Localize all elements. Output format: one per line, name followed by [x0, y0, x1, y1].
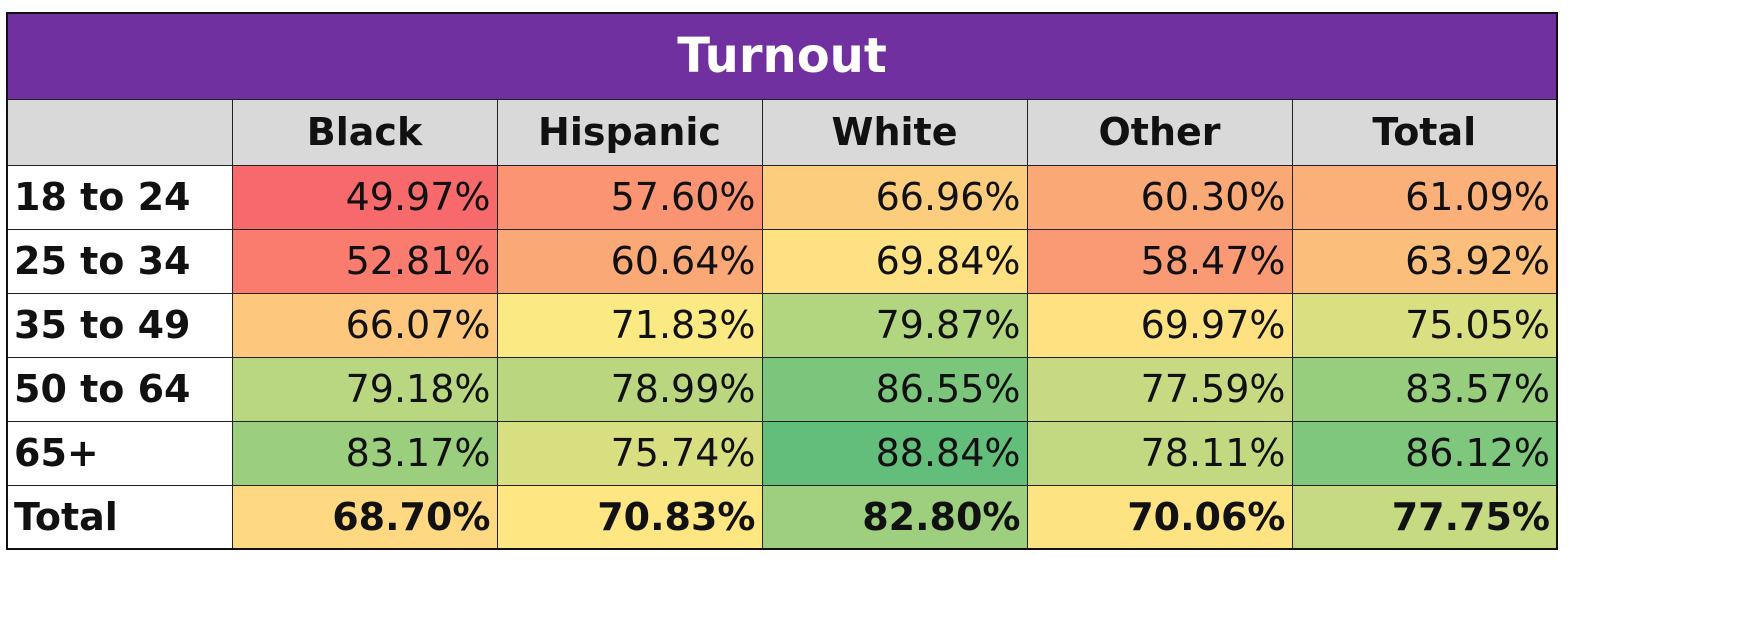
row-label: 18 to 24 — [6, 164, 233, 230]
row-label: 65+ — [6, 420, 233, 486]
heatmap-cell: 69.97% — [1026, 292, 1293, 358]
heatmap-cell: 63.92% — [1291, 228, 1558, 294]
heatmap-cell: 69.84% — [761, 228, 1028, 294]
table-body: Turnout Black Hispanic White Other Total 18 … — [6, 12, 1558, 550]
header-row: Black Hispanic White Other Total — [6, 98, 1558, 166]
heatmap-cell: 77.59% — [1026, 356, 1293, 422]
column-header: Other — [1026, 98, 1293, 166]
heatmap-cell: 60.64% — [496, 228, 763, 294]
table-title: Turnout — [6, 12, 1558, 100]
heatmap-cell: 70.83% — [496, 484, 763, 550]
column-header: White — [761, 98, 1028, 166]
row-label: Total — [6, 484, 233, 550]
row-label: 35 to 49 — [6, 292, 233, 358]
heatmap-cell: 60.30% — [1026, 164, 1293, 230]
heatmap-cell: 77.75% — [1291, 484, 1558, 550]
heatmap-cell: 83.57% — [1291, 356, 1558, 422]
row-label: 50 to 64 — [6, 356, 233, 422]
heatmap-cell: 79.87% — [761, 292, 1028, 358]
heatmap-cell: 68.70% — [231, 484, 498, 550]
heatmap-cell: 75.74% — [496, 420, 763, 486]
heatmap-cell: 79.18% — [231, 356, 498, 422]
heatmap-cell: 86.12% — [1291, 420, 1558, 486]
heatmap-cell: 58.47% — [1026, 228, 1293, 294]
heatmap-cell: 71.83% — [496, 292, 763, 358]
heatmap-cell: 78.99% — [496, 356, 763, 422]
column-header: Hispanic — [496, 98, 763, 166]
table-row: 50 to 64 79.18% 78.99% 86.55% 77.59% 83.57% — [6, 356, 1558, 422]
title-row: Turnout — [6, 12, 1558, 100]
table-row: 65+ 83.17% 75.74% 88.84% 78.11% 86.12% — [6, 420, 1558, 486]
column-header: Total — [1291, 98, 1558, 166]
heatmap-cell: 49.97% — [231, 164, 498, 230]
heatmap-cell: 78.11% — [1026, 420, 1293, 486]
header-corner — [6, 98, 233, 166]
heatmap-cell: 82.80% — [761, 484, 1028, 550]
table-row: 25 to 34 52.81% 60.64% 69.84% 58.47% 63.92% — [6, 228, 1558, 294]
heatmap-cell: 57.60% — [496, 164, 763, 230]
heatmap-cell: 52.81% — [231, 228, 498, 294]
heatmap-cell: 83.17% — [231, 420, 498, 486]
heatmap-cell: 86.55% — [761, 356, 1028, 422]
heatmap-cell: 66.96% — [761, 164, 1028, 230]
heatmap-cell: 70.06% — [1026, 484, 1293, 550]
row-label: 25 to 34 — [6, 228, 233, 294]
heatmap-cell: 66.07% — [231, 292, 498, 358]
heatmap-cell: 75.05% — [1291, 292, 1558, 358]
heatmap-cell: 88.84% — [761, 420, 1028, 486]
table-row: 35 to 49 66.07% 71.83% 79.87% 69.97% 75.05% — [6, 292, 1558, 358]
table-row: 18 to 24 49.97% 57.60% 66.96% 60.30% 61.09% — [6, 164, 1558, 230]
column-header: Black — [231, 98, 498, 166]
table-row: Total 68.70% 70.83% 82.80% 70.06% 77.75% — [6, 484, 1558, 550]
heatmap-cell: 61.09% — [1291, 164, 1558, 230]
turnout-table: Turnout Black Hispanic White Other Total 18 … — [6, 12, 1558, 550]
